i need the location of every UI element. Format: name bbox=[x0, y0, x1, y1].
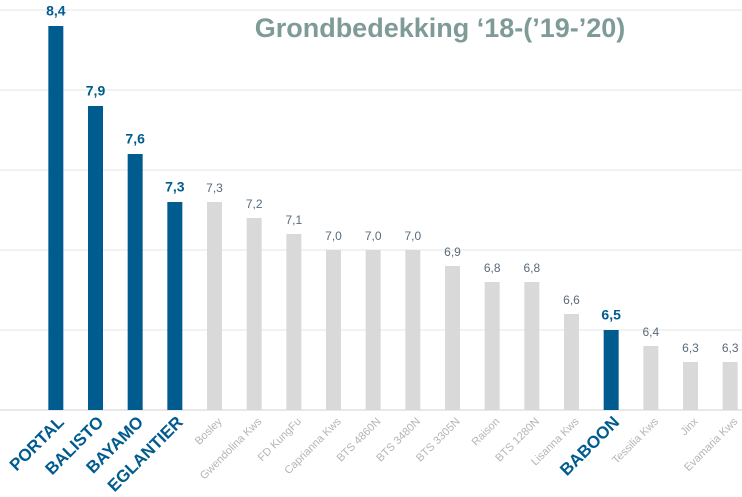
value-label: 6,9 bbox=[444, 245, 461, 259]
value-label: 7,0 bbox=[365, 229, 382, 243]
value-label: 6,8 bbox=[523, 261, 540, 275]
value-label: 7,0 bbox=[325, 229, 342, 243]
value-label: 7,1 bbox=[285, 213, 302, 227]
value-label: 6,6 bbox=[563, 293, 580, 307]
bar bbox=[48, 26, 64, 410]
bar bbox=[484, 282, 500, 410]
bar bbox=[564, 314, 579, 410]
bar bbox=[167, 202, 183, 410]
value-label: 6,5 bbox=[601, 307, 621, 323]
bar bbox=[445, 266, 460, 410]
bar bbox=[683, 362, 698, 410]
value-label: 7,0 bbox=[404, 229, 421, 243]
value-label: 6,3 bbox=[722, 341, 739, 355]
chart-title: Grondbedekking ‘18-(’19-’20) bbox=[255, 13, 626, 43]
bar bbox=[286, 234, 302, 410]
value-label: 7,6 bbox=[125, 131, 145, 147]
value-label: 6,3 bbox=[682, 341, 699, 355]
x-tick-label: Jinx bbox=[678, 415, 701, 438]
bar bbox=[524, 282, 540, 410]
value-label: 8,4 bbox=[46, 3, 66, 19]
value-label: 6,4 bbox=[642, 325, 659, 339]
x-tick-label: Raison bbox=[470, 416, 503, 449]
bar bbox=[246, 218, 262, 410]
value-label: 7,2 bbox=[246, 197, 263, 211]
bar bbox=[127, 154, 143, 410]
bar bbox=[603, 330, 619, 410]
value-label: 6,8 bbox=[484, 261, 501, 275]
bar bbox=[326, 250, 341, 410]
bar bbox=[365, 250, 381, 410]
bar bbox=[88, 106, 103, 410]
value-label: 7,3 bbox=[206, 181, 223, 195]
bar bbox=[405, 250, 421, 410]
x-tick-label: Bosley bbox=[193, 415, 225, 447]
value-label: 7,9 bbox=[86, 83, 106, 99]
bar bbox=[643, 346, 659, 410]
value-label: 7,3 bbox=[165, 179, 185, 195]
bar bbox=[722, 362, 738, 410]
bar bbox=[207, 202, 222, 410]
